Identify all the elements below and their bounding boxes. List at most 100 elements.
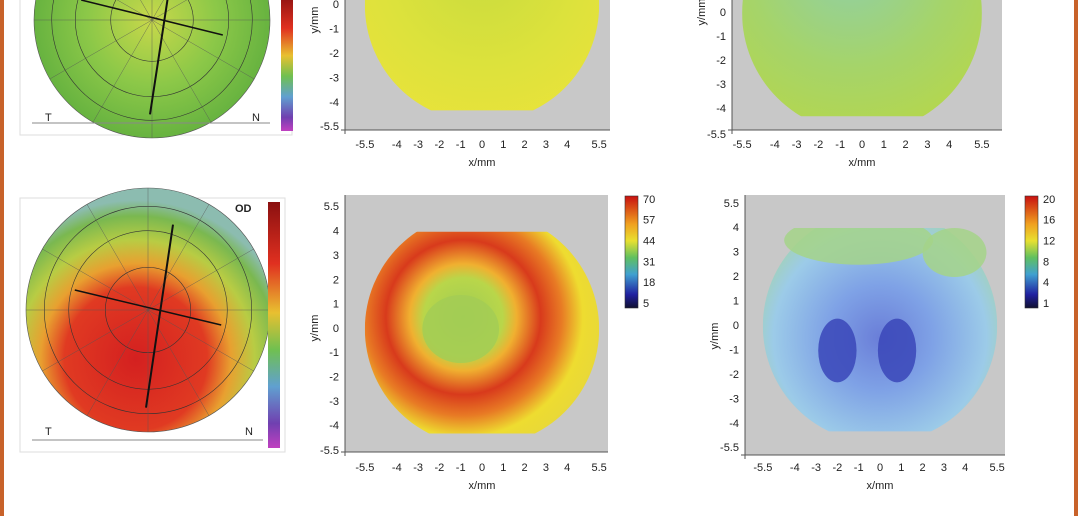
- y-tick-label: 1: [733, 295, 739, 307]
- x-tick-label: -5.5: [733, 139, 752, 151]
- x-tick-label: -3: [413, 462, 423, 474]
- x-tick-label: 3: [924, 139, 930, 151]
- y-tick-label: -4: [729, 418, 739, 430]
- x-tick-label: -4: [392, 139, 402, 151]
- x-tick-label: 2: [522, 462, 528, 474]
- axis-marker: [149, 0, 169, 115]
- x-tick-label: -3: [413, 139, 423, 151]
- colorbar-label: 8: [1043, 256, 1049, 268]
- y-tick-label: -3: [329, 396, 339, 408]
- y-tick-label: -1: [329, 23, 339, 35]
- colorbar: [624, 195, 639, 309]
- x-tick-label: 5.5: [990, 462, 1005, 474]
- axis-marker: [74, 289, 222, 326]
- x-tick-label: 0: [859, 139, 865, 151]
- y-tick-label: -1: [729, 344, 739, 356]
- map-meridian: [147, 248, 254, 311]
- y-axis-label: y/mm: [309, 315, 321, 342]
- y-axis-label: y/mm: [696, 0, 708, 25]
- y-tick-label: 5.5: [324, 201, 339, 213]
- x-tick-label: 3: [543, 462, 549, 474]
- y-tick-label: 0: [333, 0, 339, 11]
- x-tick-label: -2: [833, 462, 843, 474]
- y-tick-label: 2: [333, 274, 339, 286]
- heat-field: [364, 0, 600, 111]
- x-tick-label: 1: [500, 139, 506, 151]
- x-tick-label: 1: [881, 139, 887, 151]
- x-tick-label: 0: [479, 462, 485, 474]
- colorbar-label: 57: [643, 215, 655, 227]
- x-tick-label: 0: [877, 462, 883, 474]
- map-meridian: [86, 309, 149, 416]
- x-tick-label: -1: [835, 139, 845, 151]
- map-meridian: [151, 0, 188, 21]
- colorbar-label: 44: [643, 236, 655, 248]
- colorbar-label: 20: [1043, 194, 1055, 206]
- heat-patch: [784, 228, 934, 265]
- x-tick-label: 4: [564, 462, 570, 474]
- y-tick-label: -5.5: [320, 121, 339, 133]
- map-meridian: [116, 0, 153, 21]
- x-axis-label: x/mm: [867, 480, 894, 492]
- x-axis-label: x/mm: [469, 480, 496, 492]
- y-tick-label: 3: [333, 250, 339, 262]
- y-tick-label: 1: [333, 299, 339, 311]
- y-tick-label: -2: [729, 369, 739, 381]
- y-tick-label: -2: [329, 48, 339, 60]
- map-meridian: [147, 204, 210, 311]
- y-tick-label: -3: [729, 393, 739, 405]
- colorbar: [1024, 195, 1039, 309]
- y-tick-label: 0: [720, 7, 726, 19]
- map-colorbar: [268, 202, 280, 448]
- heat-field: [762, 228, 998, 432]
- x-tick-label: 4: [946, 139, 952, 151]
- colorbar-label: 31: [643, 256, 655, 268]
- x-tick-label: 4: [962, 462, 968, 474]
- y-tick-label: -1: [329, 347, 339, 359]
- x-tick-label: 5.5: [592, 462, 607, 474]
- side-label: N: [245, 426, 253, 438]
- y-tick-label: -3: [329, 72, 339, 84]
- colorbar-label: 1: [1043, 298, 1049, 310]
- x-tick-label: 5.5: [974, 139, 989, 151]
- x-tick-label: 3: [543, 139, 549, 151]
- map-meridian: [151, 0, 164, 21]
- y-tick-label: 2: [733, 271, 739, 283]
- colorbar-label: 5: [643, 298, 649, 310]
- y-tick-label: -4: [329, 97, 339, 109]
- x-tick-label: -1: [456, 139, 466, 151]
- y-tick-label: -4: [329, 420, 339, 432]
- x-tick-label: -2: [435, 462, 445, 474]
- x-tick-label: -1: [456, 462, 466, 474]
- map-meridian: [86, 204, 149, 311]
- colorbar-label: 16: [1043, 215, 1055, 227]
- x-tick-label: 1: [898, 462, 904, 474]
- y-axis-label: y/mm: [309, 7, 321, 34]
- map-colorbar: [281, 0, 293, 131]
- border: [1074, 0, 1078, 516]
- x-tick-label: 5.5: [592, 139, 607, 151]
- y-tick-label: -4: [716, 103, 726, 115]
- x-tick-label: -1: [854, 462, 864, 474]
- heat-field: [742, 0, 982, 117]
- colorbar-label: 18: [643, 277, 655, 289]
- y-tick-label: -5.5: [707, 129, 726, 141]
- y-tick-label: -5.5: [320, 445, 339, 457]
- y-tick-label: 0: [733, 320, 739, 332]
- x-tick-label: -5.5: [355, 462, 374, 474]
- y-tick-label: -2: [716, 55, 726, 67]
- x-tick-label: -2: [814, 139, 824, 151]
- heat-patch: [818, 318, 857, 383]
- colorbar-label: 12: [1043, 236, 1055, 248]
- y-tick-label: 4: [333, 226, 339, 238]
- x-tick-label: -2: [435, 139, 445, 151]
- x-axis-label: x/mm: [849, 157, 876, 169]
- y-tick-label: -2: [329, 372, 339, 384]
- side-label: T: [45, 112, 52, 124]
- heat-patch: [877, 318, 917, 383]
- y-tick-label: 3: [733, 246, 739, 258]
- x-tick-label: -3: [811, 462, 821, 474]
- x-axis-label: x/mm: [469, 157, 496, 169]
- x-tick-label: -4: [790, 462, 800, 474]
- heat-patch: [922, 228, 987, 277]
